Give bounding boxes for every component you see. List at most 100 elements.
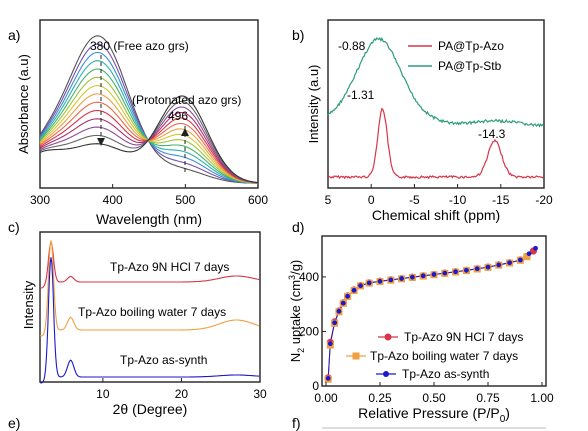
chart-d-ylabel-sub: 2 bbox=[296, 348, 306, 353]
chart-d-xlabel-main: Relative Pressure (P/P bbox=[358, 405, 500, 421]
chart-b-xticks: 5 0 -5 -10 -15 -20 bbox=[325, 184, 553, 207]
chart-d-points bbox=[324, 245, 538, 383]
chart-b-annotation-143: -14.3 bbox=[478, 127, 506, 141]
chart-d-point-assynth bbox=[431, 272, 437, 277]
chart-d-ytick-label: 200 bbox=[299, 324, 319, 338]
chart-d: 0.00 0.25 0.50 0.75 1.00 0 200 400 Relative Pr… bbox=[287, 235, 554, 425]
chart-d-point-assynth bbox=[442, 270, 448, 276]
chart-d-ytick-label: 400 bbox=[299, 270, 319, 284]
chart-a-annotation-free: 380 (Free azo grs) bbox=[90, 39, 189, 53]
chart-b-legend-azo: PA@Tp-Azo bbox=[438, 39, 504, 53]
chart-a-xtick-label: 300 bbox=[30, 193, 50, 207]
chart-b-xtick-label: -15 bbox=[492, 193, 510, 207]
chart-d-point-assynth bbox=[410, 274, 415, 280]
chart-d-point-assynth bbox=[388, 277, 394, 283]
chart-d-frame bbox=[321, 235, 547, 387]
chart-c-xtick-label: 20 bbox=[175, 387, 189, 401]
chart-d-point-assynth bbox=[518, 257, 523, 263]
panel-label-c: c) bbox=[8, 219, 20, 235]
chart-c-xtick-label: 10 bbox=[96, 387, 110, 401]
chart-b-annotation-088: -0.88 bbox=[338, 39, 366, 53]
chart-d-point-assynth bbox=[325, 375, 331, 381]
chart-a-series-group bbox=[39, 35, 259, 184]
chart-b-ylabel: Intensity (a.u) bbox=[306, 65, 321, 144]
chart-a-series-line bbox=[39, 35, 258, 184]
chart-a-annotation-496: 496 bbox=[168, 109, 188, 123]
chart-d-xlabel: Relative Pressure (P/P0) bbox=[358, 405, 510, 425]
chart-b-xtick-label: -5 bbox=[409, 193, 420, 207]
panel-label-b: b) bbox=[292, 27, 304, 43]
chart-d-point-assynth bbox=[340, 300, 346, 306]
chart-a-ylabel: Absorbance (a.u) bbox=[16, 54, 31, 154]
chart-c: 10 20 30 Tp-Azo 9N HCl 7 days Tp-Azo boili… bbox=[21, 231, 267, 417]
chart-d-ylabel-rest: uptake (cm bbox=[288, 280, 303, 348]
chart-d-point-assynth bbox=[377, 278, 383, 284]
chart-c-xlabel: 2θ (Degree) bbox=[113, 401, 188, 417]
chart-a-arrow-up bbox=[181, 128, 189, 136]
chart-d-point-assynth bbox=[399, 276, 404, 281]
chart-d-point-assynth bbox=[358, 283, 363, 289]
chart-d-point-assynth bbox=[485, 264, 491, 270]
chart-a-arrow-down bbox=[97, 138, 105, 146]
panel-label-f: f) bbox=[292, 415, 301, 431]
chart-b-frame bbox=[327, 19, 545, 189]
chart-b-xtick-label: 5 bbox=[325, 193, 332, 207]
chart-a-xtick-label: 400 bbox=[103, 193, 123, 207]
chart-b-annotation-131: -1.31 bbox=[347, 88, 375, 102]
chart-c-series-label-hcl: Tp-Azo 9N HCl 7 days bbox=[110, 260, 229, 274]
chart-c-ylabel: Intensity bbox=[21, 280, 36, 329]
chart-d-legend-marker-water bbox=[352, 352, 360, 360]
chart-d-xtick-label: 1.00 bbox=[530, 391, 554, 405]
chart-d-point-assynth bbox=[464, 267, 469, 273]
chart-d-point-assynth bbox=[526, 251, 532, 257]
chart-a-frame bbox=[39, 19, 259, 189]
chart-b-xtick-label: -10 bbox=[449, 193, 467, 207]
panel-label-d: d) bbox=[292, 219, 304, 235]
chart-d-xtick-label: 0.75 bbox=[476, 391, 500, 405]
chart-d-xtick-label: 0.00 bbox=[314, 391, 338, 405]
chart-b-xtick-label: 0 bbox=[368, 193, 375, 207]
chart-d-point-water bbox=[523, 253, 531, 261]
chart-c-xtick-label: 30 bbox=[253, 387, 267, 401]
chart-b-xtick-label: -20 bbox=[535, 193, 553, 207]
chart-d-legend-hcl: Tp-Azo 9N HCl 7 days bbox=[404, 330, 523, 344]
chart-d-ylabel: N2 uptake (cm3/g) bbox=[287, 260, 306, 363]
chart-d-point-assynth bbox=[474, 266, 480, 272]
chart-d-ytick-label: 0 bbox=[312, 379, 319, 393]
chart-c-series-label-assynth: Tp-Azo as-synth bbox=[120, 353, 207, 367]
chart-d-point-assynth bbox=[345, 293, 350, 299]
chart-d-point-assynth bbox=[336, 308, 342, 314]
panel-label-e: e) bbox=[8, 415, 20, 431]
chart-c-series-assynth bbox=[39, 257, 260, 384]
chart-d-point-assynth bbox=[366, 280, 372, 286]
chart-b-series-azo bbox=[327, 107, 544, 180]
chart-d-legend-marker-assynth bbox=[383, 371, 389, 377]
chart-d-point-assynth bbox=[351, 287, 357, 293]
chart-c-series-hcl bbox=[39, 240, 260, 289]
chart-d-point-assynth bbox=[420, 273, 426, 279]
chart-d-legend-assynth: Tp-Azo as-synth bbox=[402, 367, 489, 381]
chart-d-legend-water: Tp-Azo boiling water 7 days bbox=[370, 349, 518, 363]
chart-b-series-stb bbox=[327, 36, 545, 128]
chart-a-xtick-label: 600 bbox=[248, 193, 268, 207]
chart-b-xlabel: Chemical shift (ppm) bbox=[372, 207, 500, 223]
chart-d-point-assynth bbox=[533, 245, 538, 251]
chart-d-ylabel-sup: 3 bbox=[287, 275, 297, 280]
chart-d-point-assynth bbox=[332, 320, 338, 326]
chart-d-point-assynth bbox=[507, 260, 512, 266]
chart-d-point-assynth bbox=[496, 262, 502, 268]
chart-a-xlabel: Wavelength (nm) bbox=[96, 211, 202, 227]
chart-a-series-line bbox=[39, 95, 259, 184]
chart-d-xtick-label: 0.50 bbox=[422, 391, 446, 405]
chart-d-yticks: 0 200 400 bbox=[299, 270, 326, 393]
chart-a-series-line bbox=[39, 43, 259, 184]
chart-d-xlabel-sub: 0 bbox=[500, 414, 506, 425]
chart-a-annotation-protonated: (Protonated azo grs) bbox=[132, 93, 241, 107]
chart-b: 5 0 -5 -10 -15 -20 Chemical shift (ppm) Inten… bbox=[306, 19, 553, 223]
chart-a-xtick-label: 500 bbox=[175, 193, 195, 207]
chart-b-legend-stb: PA@Tp-Stb bbox=[438, 59, 502, 73]
chart-c-series-water bbox=[39, 240, 260, 337]
chart-a-xticks: 300 400 500 600 bbox=[30, 184, 268, 207]
chart-d-ylabel-end: /g) bbox=[288, 260, 303, 275]
